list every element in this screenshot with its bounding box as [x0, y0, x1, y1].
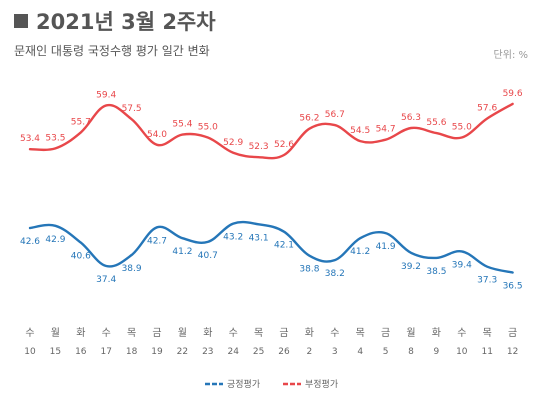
- x-tick-day: 월: [51, 327, 60, 339]
- legend: 긍정평가 부정평가: [205, 379, 338, 390]
- x-tick-day: 수: [457, 327, 466, 339]
- data-label: 42.1: [274, 241, 294, 251]
- x-tick-day: 수: [25, 327, 34, 339]
- x-tick-day: 금: [279, 327, 288, 339]
- data-label: 36.5: [503, 282, 523, 292]
- x-tick-day: 목: [483, 327, 492, 339]
- data-label: 54.7: [376, 125, 396, 135]
- x-tick-date: 17: [100, 347, 111, 357]
- square-bullet-icon: [14, 14, 28, 28]
- x-tick-date: 11: [481, 347, 492, 357]
- data-label: 37.3: [477, 276, 497, 286]
- data-label: 38.9: [122, 264, 142, 274]
- x-tick-day: 수: [229, 327, 238, 339]
- x-tick-date: 26: [278, 347, 290, 357]
- x-tick-date: 8: [408, 347, 414, 357]
- data-label: 55.4: [172, 120, 192, 130]
- x-tick-day: 목: [356, 327, 365, 339]
- data-label: 43.2: [223, 233, 243, 243]
- x-tick-date: 12: [507, 347, 518, 357]
- title-text: 2021년 3월 2주차: [36, 10, 216, 34]
- data-label: 55.0: [198, 122, 218, 132]
- x-tick-date: 15: [50, 347, 61, 357]
- data-label: 55.7: [71, 117, 91, 127]
- x-tick-day: 월: [406, 327, 415, 339]
- data-label: 40.7: [198, 251, 218, 261]
- data-label: 56.3: [401, 113, 421, 123]
- data-label: 38.5: [426, 267, 446, 277]
- data-label: 56.2: [299, 114, 319, 124]
- data-label: 41.2: [172, 247, 192, 257]
- page-title: 2021년 3월 2주차: [14, 6, 216, 36]
- x-tick-date: 22: [177, 347, 188, 357]
- unit-label: 단위: %: [493, 50, 528, 61]
- data-label: 52.3: [249, 142, 269, 152]
- data-label: 42.6: [20, 237, 40, 247]
- x-tick-date: 23: [202, 347, 213, 357]
- data-label: 54.5: [350, 126, 370, 136]
- series-line-2: [28, 102, 514, 160]
- x-tick-date: 10: [24, 347, 36, 357]
- x-tick-day: 수: [330, 327, 339, 339]
- data-label: 39.2: [401, 262, 421, 272]
- data-label: 59.4: [96, 90, 116, 100]
- chart-subtitle: 문재인 대통령 국정수행 평가 일간 변화: [14, 44, 210, 58]
- data-label: 42.7: [147, 236, 167, 246]
- data-label: 52.6: [274, 140, 294, 150]
- data-label: 38.8: [299, 265, 319, 275]
- x-tick-day: 화: [305, 327, 314, 339]
- data-label: 38.2: [325, 269, 345, 279]
- x-tick-day: 화: [76, 327, 85, 339]
- x-tick-day: 목: [254, 327, 263, 339]
- data-label: 59.6: [503, 89, 523, 99]
- x-tick-day: 화: [203, 327, 212, 339]
- series-lines: [28, 102, 514, 274]
- x-tick-day: 화: [432, 327, 441, 339]
- data-label: 37.4: [96, 275, 116, 285]
- x-tick-date: 4: [357, 347, 363, 357]
- x-tick-date: 2: [307, 347, 313, 357]
- data-label: 52.9: [223, 138, 243, 148]
- data-label: 40.6: [71, 252, 91, 262]
- data-label: 55.6: [426, 118, 446, 128]
- data-label: 56.7: [325, 110, 345, 120]
- x-tick-date: 3: [332, 347, 338, 357]
- x-tick-day: 금: [152, 327, 161, 339]
- x-tick-date: 10: [456, 347, 468, 357]
- x-tick-date: 18: [126, 347, 138, 357]
- x-tick-date: 9: [434, 347, 440, 357]
- x-tick-date: 25: [253, 347, 264, 357]
- data-label: 57.6: [477, 104, 497, 114]
- data-label: 55.0: [452, 122, 472, 132]
- x-tick-day: 월: [178, 327, 187, 339]
- data-label: 54.0: [147, 130, 167, 140]
- x-tick-date: 5: [383, 347, 389, 357]
- data-label: 39.4: [452, 260, 472, 270]
- x-tick-date: 16: [75, 347, 87, 357]
- x-tick-day: 금: [508, 327, 517, 339]
- x-tick-day: 목: [127, 327, 136, 339]
- data-label: 53.4: [20, 134, 40, 144]
- x-tick-date: 24: [227, 347, 239, 357]
- legend-label-1: 긍정평가: [227, 379, 260, 390]
- data-labels: 42.6 42.9 40.6 37.4 38.9 42.7 41.2 40.7 43.2 43.1…: [20, 89, 523, 292]
- data-label: 41.9: [376, 242, 396, 252]
- x-axis-ticks: 수 10 월 15 화 16 수 17 목 18 금 19 월 22 화 23 수 24 목 25 금 26 화 2 수 3 목 4 금…: [24, 327, 518, 357]
- data-label: 57.5: [122, 104, 142, 114]
- data-label: 53.5: [45, 133, 65, 143]
- data-label: 43.1: [249, 233, 269, 243]
- series-line-1: [28, 220, 514, 274]
- x-tick-date: 19: [151, 347, 163, 357]
- x-tick-day: 금: [381, 327, 390, 339]
- data-label: 41.2: [350, 247, 370, 257]
- x-tick-day: 수: [102, 327, 111, 339]
- data-label: 42.9: [45, 235, 65, 245]
- legend-label-2: 부정평가: [305, 379, 338, 390]
